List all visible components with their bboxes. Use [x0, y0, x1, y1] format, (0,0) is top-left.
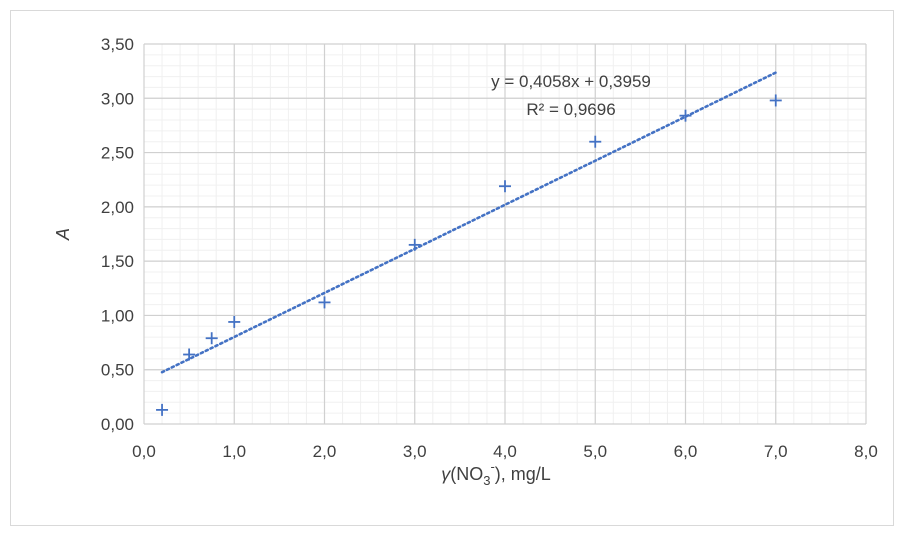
- data-point: [228, 315, 241, 328]
- x-axis-title-main: γ: [441, 464, 451, 484]
- x-tick-label: 4,0: [493, 442, 517, 461]
- y-axis-title-text: A: [53, 228, 73, 241]
- data-point: [679, 109, 692, 122]
- major-grid: [143, 43, 867, 425]
- data-points: [156, 94, 782, 416]
- chart-area: 0,0 1,0 2,0 3,0 4,0 5,0 6,0 7,0 8,0 0,00 0,50 1,00…: [10, 10, 894, 526]
- trendline-r2: R² = 0,9696: [526, 100, 615, 119]
- data-point: [183, 348, 196, 361]
- y-tick-label: 2,00: [101, 198, 134, 217]
- x-tick-label: 0,0: [132, 442, 156, 461]
- x-axis-title-sup: -: [490, 459, 494, 474]
- data-point: [408, 238, 421, 251]
- y-tick-label: 0,00: [101, 415, 134, 434]
- x-tick-labels: 0,0 1,0 2,0 3,0 4,0 5,0 6,0 7,0 8,0: [132, 442, 878, 461]
- y-tick-label: 2,50: [101, 144, 134, 163]
- x-axis-title-pre: (NO: [450, 464, 483, 484]
- trendline-equation: y = 0,4058x + 0,3959: [491, 72, 651, 91]
- data-point: [499, 180, 511, 193]
- x-tick-label: 7,0: [764, 442, 788, 461]
- x-tick-label: 1,0: [222, 442, 246, 461]
- x-axis-title-sub: 3: [483, 473, 490, 488]
- data-point: [589, 135, 602, 148]
- data-point: [769, 94, 782, 107]
- x-tick-label: 3,0: [403, 442, 427, 461]
- y-tick-label: 3,00: [101, 89, 134, 108]
- y-tick-label: 0,50: [101, 361, 134, 380]
- y-tick-labels: 0,00 0,50 1,00 1,50 2,00 2,50 3,00 3,50: [101, 35, 134, 434]
- trendline-group: [160, 71, 778, 374]
- scatter-chart: 0,0 1,0 2,0 3,0 4,0 5,0 6,0 7,0 8,0 0,00 0,50 1,00…: [53, 35, 878, 488]
- y-tick-label: 3,50: [101, 35, 134, 54]
- x-tick-label: 2,0: [313, 442, 337, 461]
- trendline: [160, 71, 778, 374]
- data-point: [156, 403, 169, 416]
- x-tick-label: 8,0: [854, 442, 878, 461]
- y-axis-title: A: [53, 228, 73, 241]
- x-tick-label: 5,0: [583, 442, 607, 461]
- x-tick-label: 6,0: [674, 442, 698, 461]
- data-point: [205, 332, 218, 345]
- y-tick-label: 1,00: [101, 306, 134, 325]
- data-point: [318, 296, 331, 309]
- x-axis-title-post: ), mg/L: [495, 464, 551, 484]
- x-axis-title: γ(NO3-), mg/L: [441, 459, 551, 488]
- y-tick-label: 1,50: [101, 252, 134, 271]
